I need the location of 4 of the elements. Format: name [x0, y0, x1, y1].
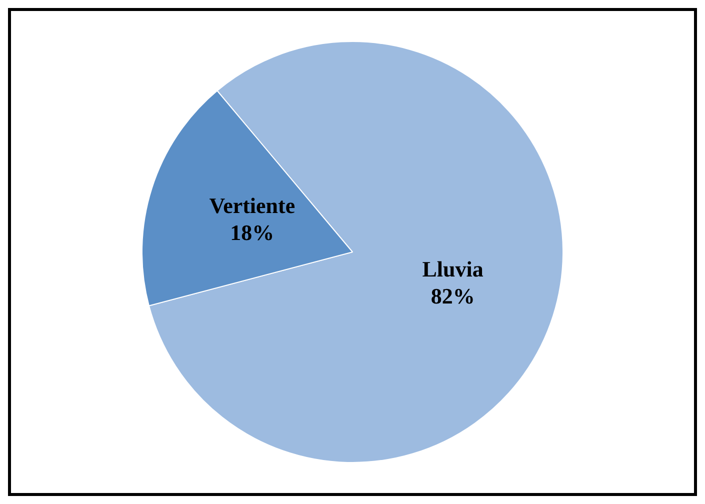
slice-label: Lluvia [422, 256, 484, 282]
data-label: 18% [230, 220, 274, 245]
data-label: 82% [430, 284, 475, 309]
slice-label: Vertiente [209, 192, 296, 218]
